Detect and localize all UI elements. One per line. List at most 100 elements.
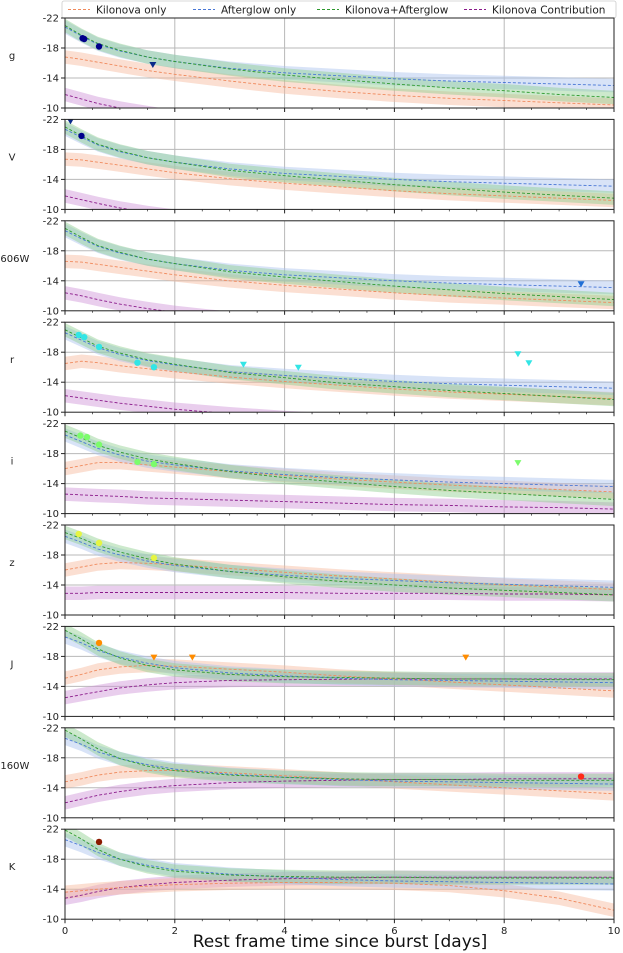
y-tick-label: -22 (43, 825, 59, 836)
line-kag-F160W (65, 729, 614, 781)
band-label-r: r (10, 355, 15, 366)
y-axis: -22 -18 -14 -10 (43, 723, 65, 824)
detection-point (75, 331, 82, 339)
y-tick-label: -14 (43, 581, 59, 592)
y-tick-label: -14 (43, 74, 59, 85)
band-kag-g (65, 18, 614, 105)
y-tick-label: -10 (43, 104, 59, 115)
band-label-V: V (9, 152, 16, 163)
band-kag-K (65, 829, 614, 885)
y-tick-label: -22 (43, 521, 59, 532)
legend-entry-kag: Kilonova+Afterglow (317, 5, 449, 17)
line-kag-J (65, 629, 614, 681)
detection-point (95, 639, 103, 647)
y-tick-label: -18 (43, 449, 59, 460)
y-tick-label: -22 (43, 622, 59, 633)
panel-i: -22 -18 -14 -10 i (11, 419, 615, 520)
panel-plot (65, 18, 614, 108)
line-knc-i (65, 493, 614, 510)
band-kn-r (65, 354, 614, 406)
panel-background (65, 119, 614, 210)
band-knc-V (65, 189, 175, 210)
band-label-F160W: F160W (0, 761, 29, 772)
upper-limit-point (67, 119, 74, 125)
detection-point (81, 334, 88, 341)
panel-g: -22 -18 -14 -10 g (9, 14, 615, 115)
band-ag-g (65, 20, 614, 93)
x-tick-label: 4 (281, 926, 287, 937)
y-tick-label: -14 (43, 682, 59, 693)
y-axis: -22 -18 -14 -10 (43, 14, 65, 115)
panel-r: -22 -18 -14 -10 r (10, 318, 615, 419)
line-knc-F160W (65, 778, 614, 804)
band-label-F606W: F606W (0, 254, 29, 265)
line-ag-F606W (65, 230, 614, 289)
line-kn-r (65, 360, 614, 400)
band-kn-i (65, 455, 614, 499)
band-knc-F606W (65, 286, 223, 311)
panel-background (65, 18, 614, 108)
band-kag-i (65, 424, 614, 507)
band-kn-F606W (65, 254, 614, 310)
y-axis: -22 -18 -14 -10 (43, 318, 65, 419)
panel-grid (65, 220, 614, 311)
panel-background (65, 220, 614, 311)
line-kag-i (65, 430, 614, 500)
detection-point (577, 773, 585, 780)
x-tick-label: 2 (172, 926, 178, 937)
detection-point (95, 343, 103, 351)
y-tick-label: -22 (43, 419, 59, 430)
panel-background (65, 829, 614, 920)
band-kag-F606W (65, 221, 614, 307)
band-kag-r (65, 323, 614, 407)
line-knc-K (65, 876, 614, 899)
panel-z: -22 -18 -14 -10 z (9, 521, 615, 622)
line-kn-z (65, 562, 614, 590)
y-axis: -22 -18 -14 -10 (43, 115, 65, 216)
legend-entry-kn: Kilonova only (68, 5, 166, 17)
detection-point (95, 838, 103, 846)
band-knc-r (65, 389, 313, 413)
band-kag-F160W (65, 727, 614, 788)
x-axis-label: Rest frame time since burst [days] (193, 932, 488, 952)
panel-F606W: -22 -18 -14 -10 F606W (0, 216, 615, 317)
y-tick-label: -14 (43, 378, 59, 389)
line-ag-z (65, 535, 614, 588)
band-label-i: i (11, 457, 14, 468)
band-knc-g (65, 87, 162, 108)
line-kag-K (65, 829, 614, 879)
upper-limit-point (525, 360, 533, 367)
band-knc-J (65, 672, 614, 705)
y-tick-label: -10 (43, 611, 59, 622)
panel-plot (65, 626, 614, 705)
panel-background (65, 423, 614, 514)
detection-point (95, 441, 103, 448)
y-tick-label: -22 (43, 14, 59, 25)
detection-point (95, 539, 103, 547)
band-knc-i (65, 487, 614, 514)
line-ag-r (65, 332, 614, 389)
y-tick-label: -18 (43, 348, 59, 359)
upper-limit-point (239, 361, 247, 368)
upper-limit-point (150, 654, 158, 661)
x-axis: 0 2 4 6 8 10 (62, 926, 621, 937)
panel-grid (65, 18, 614, 108)
panel-grid (65, 423, 614, 514)
band-kag-V (65, 120, 614, 205)
y-axis: -22 -18 -14 -10 (43, 216, 65, 317)
line-knc-V (65, 195, 132, 210)
panel-background (65, 727, 614, 818)
y-tick-label: -14 (43, 175, 59, 186)
upper-limit-point (577, 281, 585, 288)
line-kn-V (65, 158, 614, 201)
y-tick-label: -22 (43, 723, 59, 734)
y-tick-label: -14 (43, 276, 59, 287)
band-kn-g (65, 50, 614, 108)
y-tick-label: -10 (43, 712, 59, 723)
y-axis: -22 -18 -14 -10 (43, 622, 65, 723)
line-kag-V (65, 126, 614, 199)
band-ag-F606W (65, 223, 614, 295)
detection-point (134, 458, 141, 466)
detection-point (95, 43, 103, 50)
band-ag-r (65, 326, 614, 395)
